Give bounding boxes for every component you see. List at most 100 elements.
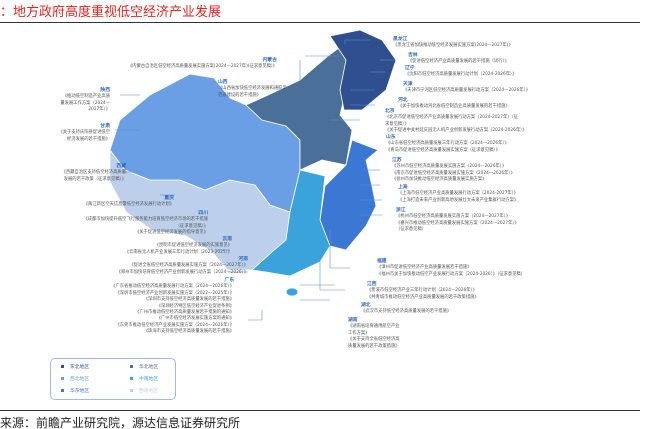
policy-line: 《北京市促进低空经济产业高质量发展行动方案（2024-2027年）（征 [385, 115, 518, 121]
bottom-divider [0, 410, 640, 411]
policy-line: 《关于支持庆阳县促进低空 [58, 130, 110, 136]
policy-line: 《促进全省低空经济高质量发展实施方案（2024—2027年）》 [129, 263, 248, 269]
legend-swatch [130, 365, 133, 368]
legend-swatch [130, 389, 133, 392]
province-label: 黑龙江 [393, 37, 408, 42]
note-beijing: 北京 《北京市促进低空经济产业高质量发展行动方案（2024-2027年）（征 求… [385, 109, 527, 135]
legend-item: 华北地区 [130, 363, 158, 370]
policy-line: 发展的若干政策（征求意见稿）》 [63, 176, 126, 182]
policy-line: （征求意见稿） [396, 227, 427, 233]
policy-line: 《广东省推动低空经济高质量发展行动方案（2024—2026年）》 [111, 284, 234, 290]
policy-line: 《两江新区空天信息暨低空经济发展行动计划》 [83, 202, 174, 208]
policy-line: 经济发展的若干措施》 [67, 136, 110, 142]
note-guangdong: 广东 《广东省推动低空经济高质量发展行动方案（2024—2026年）》 《深圳市… [111, 278, 234, 336]
policy-line: 《关于支持全省低空经济高 [348, 337, 400, 343]
province-label: 江苏 [392, 158, 402, 163]
policy-line: 《青岛市促进低空经济高质量发展实施方案（征求意见稿）》 [386, 147, 500, 153]
province-label: 河北 [398, 98, 408, 103]
policy-line: 《黑龙江省加快推动低空经济发展实施方案(2024—2027年)》 [393, 43, 513, 49]
province-label: 西藏 [116, 164, 126, 169]
province-label: 山西 [218, 80, 228, 85]
province-label: 天津 [403, 82, 413, 87]
hainan-island [285, 287, 299, 297]
policy-line: 《南京市促进低空经济高质量发展实施方案（2024—2026年）》 [392, 170, 515, 176]
note-jiangxi: 江西 《贵溪市低空经济产业三年行动计划（2024－2026年）》 《共青城市推动… [367, 282, 479, 301]
policy-line: 《嘉兴市推动低空经济高质量发展实施方案（2024—2027年）》 [396, 220, 519, 226]
policy-line: 求意见稿）》 [385, 121, 409, 127]
note-hebei: 河北 《关于加快推动河北省低空制造业高质量发展的若干措施》 [398, 98, 510, 111]
province-label: 陕西 [100, 88, 110, 93]
policy-line: 《共青城市推动低空经济产业高质量发展的若干政策措施》 [367, 294, 479, 300]
note-gansu: 甘肃 《关于支持庆阳县促进低空 经济发展的若干措施》 [58, 124, 110, 143]
policy-line: 《徐州市加快推动低空经济高质量发展实施方案》 [392, 177, 487, 183]
province-label: 山东 [386, 135, 396, 140]
province-label: 吉林 [408, 53, 418, 58]
policy-line: （征求意见稿）》 [175, 223, 208, 229]
policy-line: 量发展工作方案（2024— [60, 100, 110, 106]
policy-line: 范省建设的若干措施》 [218, 92, 261, 98]
map-legend: 东北地区 华北地区 西北地区 中南地区 华东地区 西南地区 [50, 358, 176, 400]
policy-line: 工作方案》 [348, 330, 370, 336]
policy-line: 《天津市宁河区低空经济高质量发展行动方案（2024—2026年）》 [403, 88, 531, 94]
policy-line: 《深圳经济特区低空经济产业促进条例》 [156, 303, 234, 309]
policy-line: 《上海市低空经济产业高质量发展行动方案（2024-2027年）》 [398, 191, 519, 197]
note-yunnan: 云南 《昆明市促进低空经济发展的实施意见》 《云南省无人机产业发展三年行动计划（… [125, 237, 232, 256]
policy-line: 《沈阳市低空经济高质量发展行动计划（2024-2026年）》 [405, 72, 517, 78]
province-label: 上海 [398, 185, 408, 190]
legend-item: 华东地区 [61, 387, 89, 394]
legend-item: 中南地区 [130, 375, 158, 382]
province-label: 浙江 [396, 208, 406, 213]
province-label: 内蒙古 [262, 58, 277, 63]
policy-line: 《福州市关于加快推动低空产业发展行动方案（2024-2026）》（征求意见稿） [377, 271, 526, 277]
policy-line: 《推动低空制造产业高质 [62, 94, 110, 100]
policy-line: 《山东省低空经济高质量发展三年行动方案（2024—2026年）》 [386, 141, 509, 147]
note-zhejiang: 浙江 《杭州市低空经济高质量发展实施方案（2024—2027年）》 《嘉兴市推动… [396, 208, 519, 234]
note-shaanxi: 陕西 《推动低空制造产业高质 量发展工作方案（2024— 2027年）》 [60, 88, 110, 114]
legend-item: 东北地区 [61, 363, 89, 370]
policy-line: 《东莞市推动低空经济产业发展实施方案（2024—2026年）》 [115, 322, 234, 328]
note-fujian: 福建 《漳州市促进低空经济产业高质量发展若干措施》 《福州市关于加快推动低空产业… [377, 259, 525, 278]
policy-line: 《关于促进低空经济发展的指导意见》 [134, 230, 208, 236]
note-shanghai: 上海 《上海市低空经济产业高质量发展行动方案（2024-2027年）》 《上海打… [398, 185, 518, 204]
province-label: 甘肃 [100, 124, 110, 129]
policy-line: 《成都市加快提升低空飞行服务能力培育低空经济市场的若干措施 [83, 217, 208, 223]
note-xizang: 西藏 《西藏自治区支持低空经济高质量 发展的若干政策（征求意见稿）》 [62, 164, 126, 183]
note-neimenggu: 内蒙古 《内蒙古自治区低空经济高质量发展实施方案(2024—2027年)(征求意… [128, 58, 277, 71]
policy-line: 《内蒙古自治区低空经济高质量发展实施方案(2024—2027年)(征求意见稿)》 [128, 64, 277, 70]
province-label: 湖北 [361, 303, 371, 308]
source-note: 来源：前瞻产业研究院，源达信息证券研究所 [0, 416, 241, 429]
note-liaoning: 辽宁 《沈阳市低空经济高质量发展行动计划（2024-2026年）》 [405, 66, 517, 79]
policy-line: 《昆明市促进低空经济发展的实施意见》 [154, 243, 232, 249]
policy-line: 《珠海市支持低空经济高质量发展的若干措施》 [143, 329, 234, 335]
legend-swatch [61, 377, 64, 380]
note-jiangsu: 江苏 《苏州市低空经济高质量发展实施方案（2024－2026年）》 《南京市促进… [392, 158, 515, 184]
policy-line: 《漳州市促进低空经济产业高质量发展若干措施》 [377, 265, 472, 271]
province-label: 广东 [224, 278, 234, 283]
region-central-south [251, 169, 331, 277]
legend-item: 西北地区 [61, 375, 89, 382]
policy-line: 《贵溪市低空经济产业三年行动计划（2024－2026年）》 [367, 288, 477, 294]
policy-line: 质量发展的若干政策措施》 [348, 343, 400, 349]
province-label: 云南 [222, 237, 232, 242]
legend-swatch [130, 377, 133, 380]
note-tianjin: 天津 《天津市宁河区低空经济高质量发展行动方案（2024—2026年）》 [403, 82, 530, 95]
note-henan: 河南 《促进全省低空经济高质量发展实施方案（2024—2027年）》 《郑州市加… [117, 257, 248, 276]
province-label: 重庆 [164, 196, 174, 201]
page-title: ：地方政府高度重视低空经济产业发展 [0, 5, 222, 20]
legend-item: 西南地区 [130, 387, 158, 394]
policy-line: 《关于促进中关村延庆园无人机产业创新发展行动方案（2024-2026年）》 [385, 128, 527, 134]
policy-line: 《湖南省培育通用航空产业 [348, 324, 400, 330]
policy-line: 《深圳市支持低空经济高质量发展的若干措施》 [143, 297, 234, 303]
region-northeast [329, 29, 397, 111]
legend-swatch [61, 389, 64, 392]
province-label: 北京 [385, 109, 395, 114]
province-label: 辽宁 [405, 66, 415, 71]
province-label: 江西 [367, 282, 377, 287]
region-north [245, 43, 355, 171]
policy-line: 《云南省无人机产业发展三年行动计划（2023-2025）》 [124, 249, 232, 255]
policy-line: 《西藏自治区支持低空经济高质量 [61, 170, 126, 176]
policy-line: 《山西省加快低空经济发展和通航示 [218, 86, 287, 92]
note-heilongjiang: 黑龙江 《黑龙江省加快推动低空经济发展实施方案(2024—2027年)》 [393, 37, 513, 50]
policy-line: 《广州市低空经济发展实施方案的通知》 [156, 316, 234, 322]
